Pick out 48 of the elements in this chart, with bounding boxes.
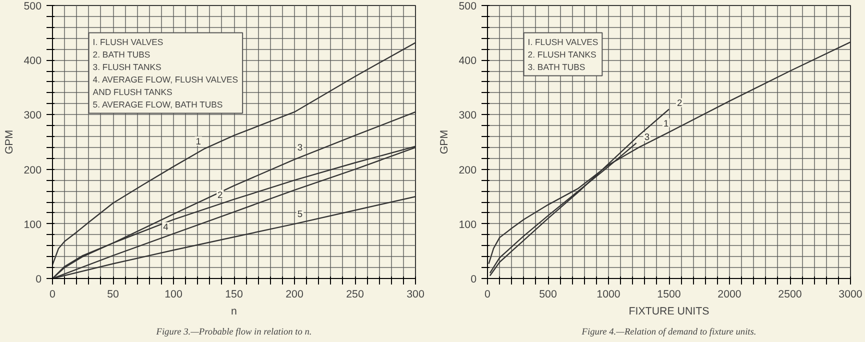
caption: Figure 3.—Probable flow in relation to n. xyxy=(155,328,312,338)
y-tick-label: 300 xyxy=(24,110,42,122)
y-tick-label: 200 xyxy=(458,164,477,176)
x-tick-label: 3000 xyxy=(838,288,862,300)
annotation: 2. FLUSH TANKS xyxy=(528,49,596,60)
y-tick-label: 400 xyxy=(24,55,42,68)
y-axis-title: GPM xyxy=(438,130,451,154)
series-label: 1 xyxy=(663,118,669,128)
x-tick-label: 200 xyxy=(286,288,304,300)
y-tick-label: 0 xyxy=(36,274,42,286)
y-tick-label: 100 xyxy=(458,218,477,231)
series-label: 2 xyxy=(677,98,682,108)
x-tick-label: 100 xyxy=(164,288,182,300)
annotation: I. FLUSH VALVES xyxy=(92,36,164,47)
x-axis-title: FIXTURE UNITS xyxy=(628,306,710,318)
series-label: 3 xyxy=(297,142,303,153)
series-label: 3 xyxy=(644,132,650,142)
x-tick-label: 300 xyxy=(406,288,424,300)
x-tick-label: 0 xyxy=(484,288,491,300)
y-tick-label: 200 xyxy=(24,164,42,176)
y-tick-label: 300 xyxy=(458,110,477,122)
x-tick-label: 0 xyxy=(50,288,56,300)
x-axis-title: n xyxy=(231,306,238,318)
annotation: I. FLUSH VALVES xyxy=(528,36,598,47)
x-tick-label: 250 xyxy=(346,288,364,300)
series-label: 4 xyxy=(163,222,168,232)
x-tick-label: 1500 xyxy=(657,288,681,300)
y-tick-label: 0 xyxy=(470,274,477,286)
annotation: 5. AVERAGE FLOW, BATH TUBS xyxy=(92,99,223,110)
series-label: 2 xyxy=(218,190,223,200)
x-tick-label: 2500 xyxy=(778,288,802,300)
x-tick-label: 150 xyxy=(225,288,243,300)
caption: Figure 4.—Relation of demand to fixture units. xyxy=(580,328,756,338)
x-tick-label: 2000 xyxy=(718,288,742,300)
x-tick-label: 500 xyxy=(539,288,557,300)
x-tick-label: 1000 xyxy=(596,288,620,300)
series-label: 1 xyxy=(196,136,201,147)
annotation: 4. AVERAGE FLOW, FLUSH VALVES AND FLUSH TANKS xyxy=(92,74,238,97)
annotation: 3. FLUSH TANKS xyxy=(92,62,162,72)
x-tick-label: 50 xyxy=(107,288,119,300)
annotation: 2. BATH TUBS xyxy=(92,49,150,60)
annotation: 3. BATH TUBS xyxy=(528,62,586,72)
series-label: 5 xyxy=(297,209,303,220)
y-axis-title: GPM xyxy=(4,130,16,154)
y-tick-label: 400 xyxy=(458,55,477,68)
y-tick-label: 500 xyxy=(24,0,42,12)
y-tick-label: 100 xyxy=(24,218,42,231)
y-tick-label: 500 xyxy=(458,0,477,12)
